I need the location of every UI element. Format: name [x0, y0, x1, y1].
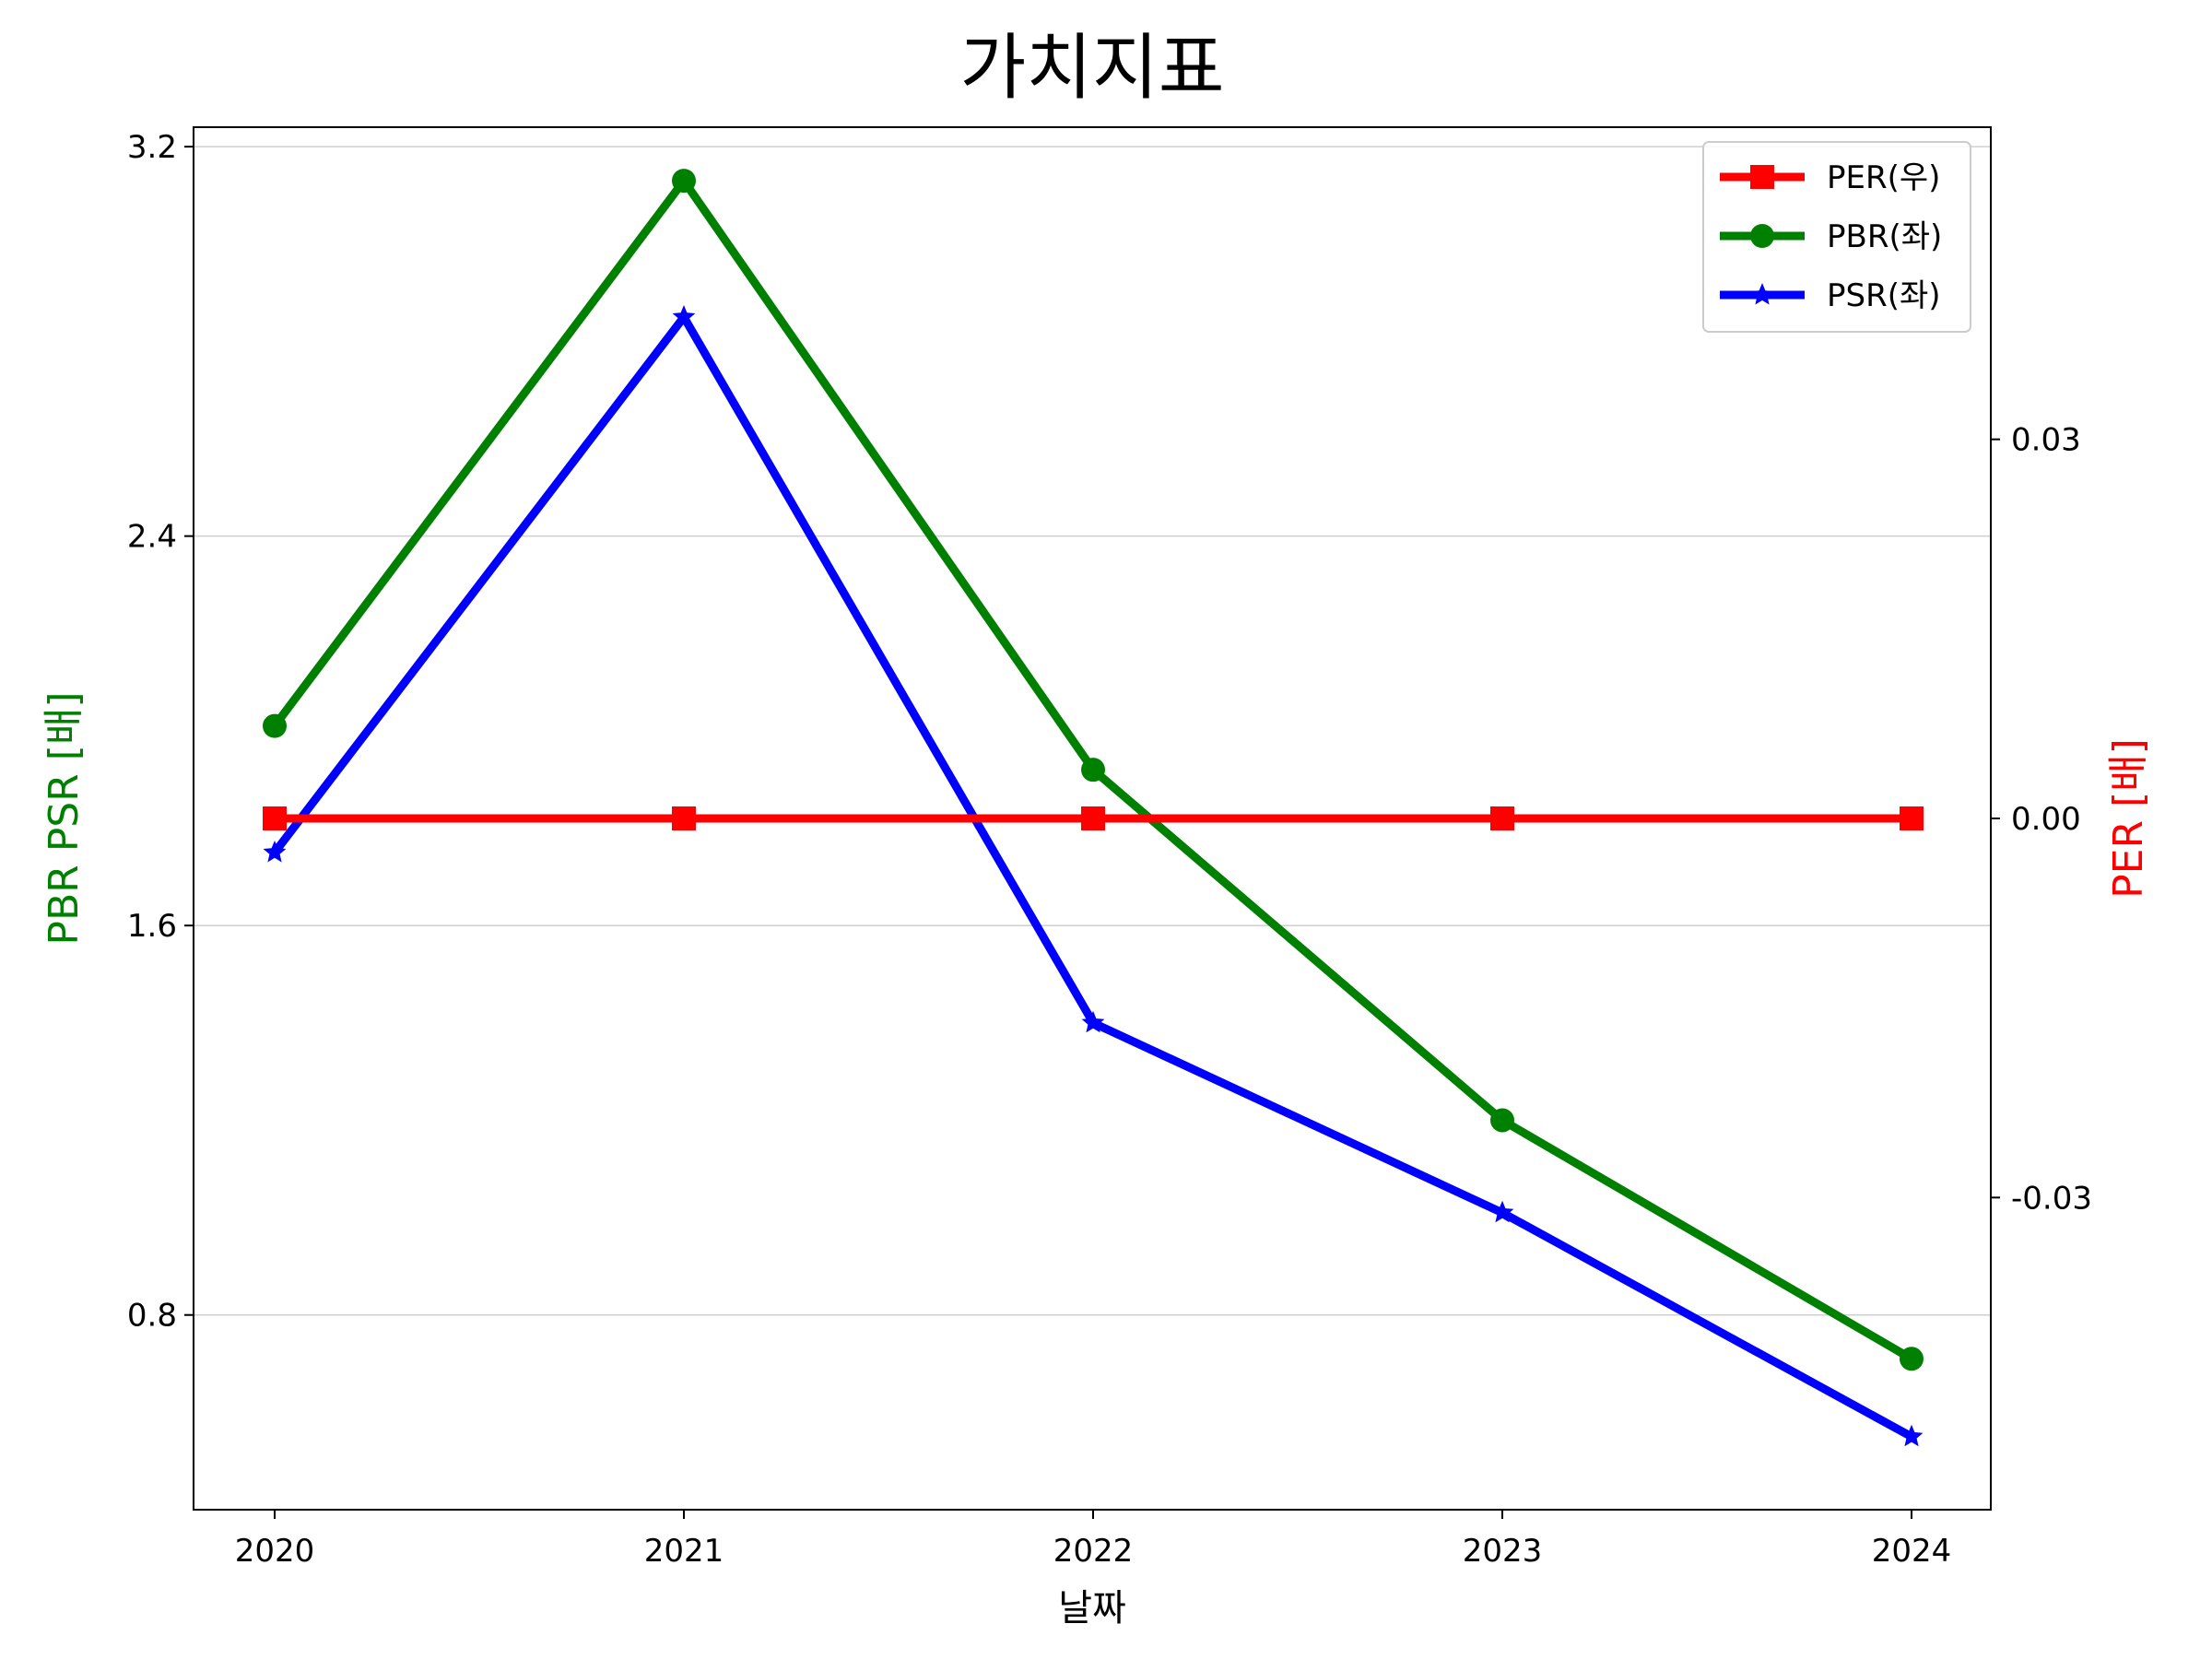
chart-title: 가치지표 — [959, 27, 1224, 110]
data-point-psr — [263, 841, 287, 863]
x-axis-label: 날짜 — [1058, 1587, 1126, 1630]
right-axis-label: PER [배] — [2105, 738, 2152, 899]
data-point-pbr — [1081, 758, 1105, 782]
left-tick-label: 0.8 — [127, 1298, 177, 1335]
legend-item-pbr: PBR(좌) — [1720, 218, 1942, 255]
data-point-pbr — [672, 169, 696, 194]
right-axis-ticks: -0.03 0.00 0.03 — [1991, 422, 2092, 1217]
x-tick-label: 2024 — [1872, 1533, 1952, 1570]
x-tick-label: 2022 — [1053, 1533, 1134, 1570]
legend-box — [1702, 141, 1971, 333]
right-tick-label: 0.00 — [2011, 801, 2081, 838]
series-per — [263, 806, 1924, 830]
legend-label: PER(우) — [1827, 159, 1940, 196]
data-point-per — [1081, 806, 1105, 830]
x-axis-ticks: 2020 2021 2022 2023 2024 — [235, 1510, 1952, 1570]
x-tick-label: 2023 — [1463, 1533, 1543, 1570]
data-point-per — [1490, 806, 1514, 830]
data-point-per — [263, 806, 287, 830]
series-lines — [263, 169, 1924, 1447]
legend-marker — [1750, 283, 1774, 305]
data-point-pbr — [263, 713, 287, 738]
left-tick-label: 2.4 — [127, 519, 177, 556]
series-psr — [263, 305, 1924, 1447]
legend-item-psr: PSR(좌) — [1720, 277, 1941, 314]
right-tick-label: -0.03 — [2011, 1180, 2092, 1217]
left-tick-label: 1.6 — [127, 908, 177, 945]
series-line-psr — [268, 312, 1918, 1442]
left-axis-label: PBR PSR [배] — [41, 691, 88, 945]
data-point-psr — [1490, 1200, 1514, 1223]
left-axis-ticks: 0.8 1.6 2.4 3.2 — [127, 129, 194, 1335]
series-pbr — [263, 169, 1924, 1371]
legend-label: PBR(좌) — [1827, 218, 1942, 255]
legend-item-per: PER(우) — [1720, 159, 1940, 196]
data-point-per — [1900, 806, 1924, 830]
legend-label: PSR(좌) — [1827, 277, 1941, 314]
legend-marker — [1750, 224, 1774, 248]
data-point-pbr — [1900, 1347, 1924, 1371]
data-point-per — [672, 806, 696, 830]
legend-marker — [1750, 165, 1774, 189]
x-tick-label: 2021 — [644, 1533, 724, 1570]
left-tick-label: 3.2 — [127, 129, 177, 166]
x-tick-label: 2020 — [235, 1533, 315, 1570]
legend: PER(우) PBR(좌) PSR(좌) — [1702, 141, 1971, 333]
data-point-pbr — [1490, 1108, 1514, 1133]
data-point-psr — [672, 305, 696, 327]
right-tick-label: 0.03 — [2011, 422, 2081, 459]
data-point-psr — [1081, 1010, 1105, 1033]
data-point-psr — [1900, 1424, 1924, 1447]
